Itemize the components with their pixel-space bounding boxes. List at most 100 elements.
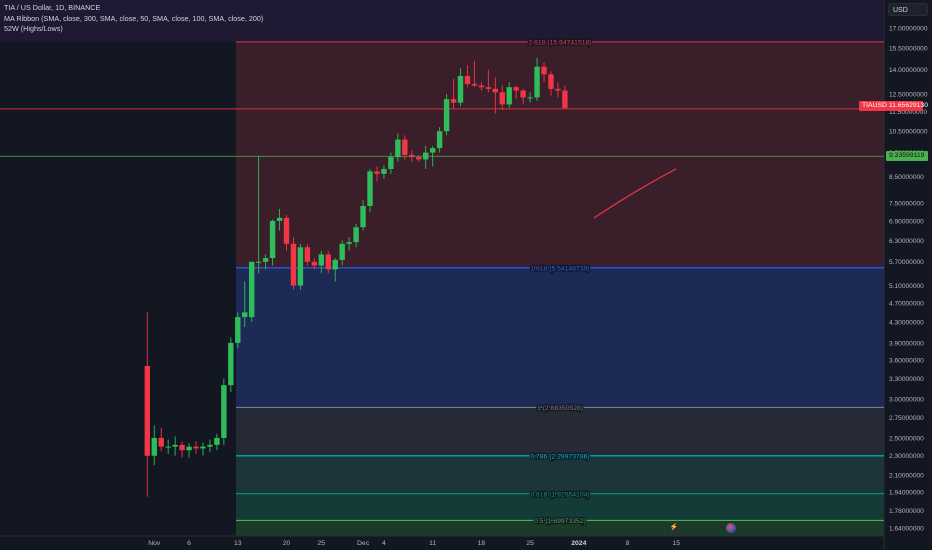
candle-body[interactable] [450,99,457,103]
fib-zone [236,267,884,408]
fib-zone [236,407,884,456]
candle-body[interactable] [381,168,387,174]
fib-level-label: 0.5 (1.69973352) [534,518,586,525]
time-tick-label: 6 [187,540,191,547]
candle-body[interactable] [367,171,373,206]
candle-body[interactable] [221,385,227,438]
candle-body[interactable] [353,227,359,243]
candle-body[interactable] [318,254,324,266]
lightning-icon[interactable]: ⚡ [669,523,679,533]
candle-body[interactable] [499,92,505,105]
price-tick-label: 3.90000000 [889,340,924,347]
price-tick-label: 7.50000000 [889,201,924,208]
candle-body[interactable] [429,148,436,153]
candle-body[interactable] [478,85,485,88]
candle-body[interactable] [332,259,338,270]
candle-body[interactable] [193,446,199,449]
candle-body[interactable] [402,139,408,155]
candle-body[interactable] [395,139,401,158]
candle-body[interactable] [555,88,561,91]
candle-body[interactable] [436,131,443,149]
candle-body[interactable] [457,75,464,103]
time-tick-label: 25 [526,540,534,547]
candle-body[interactable] [172,444,178,447]
candle-body[interactable] [311,261,318,266]
candle-body[interactable] [388,157,394,169]
candle-body[interactable] [513,87,519,91]
candle-body[interactable] [464,75,471,84]
price-tick-label: 2.50000000 [889,435,924,442]
fib-zone [236,41,884,268]
candle-body[interactable] [492,88,498,93]
price-tick-label: 3.30000000 [889,376,924,383]
candle-body[interactable] [520,90,526,98]
candle-body[interactable] [179,444,185,451]
candle-body[interactable] [541,66,547,75]
current-price-symbol: TIAUSD [862,102,887,109]
price-tick-label: 3.60000000 [889,357,924,364]
candle-body[interactable] [485,87,492,89]
candle-body[interactable] [255,261,262,263]
52w-legend[interactable]: 52W (Highs/Lows) [4,24,63,33]
candle-body[interactable] [423,152,429,160]
candle-body[interactable] [374,171,380,174]
candle-body[interactable] [283,217,290,244]
time-tick-label: Nov [148,540,161,547]
time-tick-label: 20 [283,540,291,547]
candle-body[interactable] [346,242,352,244]
time-tick-label: 25 [318,540,326,547]
candle-body[interactable] [471,83,478,86]
candle-body[interactable] [235,317,241,343]
candle-body[interactable] [186,446,192,451]
candle-body[interactable] [262,258,269,262]
price-tick-label: 8.50000000 [889,174,924,181]
price-tick-label: 10.50000000 [889,129,928,136]
price-tick-label: 15.50000000 [889,45,928,52]
time-tick-label: 4 [382,540,386,547]
candle-body[interactable] [527,97,533,99]
candle-body[interactable] [144,366,150,456]
time-tick-label: Dec [357,540,370,547]
candle-body[interactable] [242,312,248,318]
drawn-trend-line[interactable] [593,168,677,219]
candle-body[interactable] [290,243,297,286]
candle-body[interactable] [506,87,512,105]
candle-body[interactable] [360,205,366,228]
time-tick-label: 11 [429,540,436,547]
currency-button[interactable]: USD [888,3,928,16]
candle-body[interactable] [416,157,422,160]
symbol-title[interactable]: TIA / US Dollar, 1D, BINANCE [4,3,101,12]
candle-body[interactable] [207,444,213,447]
candle-body[interactable] [214,437,220,445]
price-tick-label: 11.50000000 [889,109,927,116]
time-tick-label: 8 [626,540,630,547]
candle-body[interactable] [200,446,206,449]
candle-body[interactable] [297,247,304,286]
price-tick-label: 5.70000000 [889,259,924,266]
candle-body[interactable] [562,90,568,109]
fib-level-label: 1 (2.88350528) [537,405,583,412]
current-price-tag: TIAUSD 11.65629130 [859,101,928,111]
candle-body[interactable] [534,66,540,98]
candle-body[interactable] [269,220,276,259]
candle-body[interactable] [165,446,171,448]
fib-zone [236,493,884,521]
candle-body[interactable] [304,247,311,262]
candle-body[interactable] [325,254,331,270]
ma-ribbon-legend[interactable]: MA Ribbon (SMA, close, 300, SMA, close, … [4,13,264,23]
candle-body[interactable] [158,437,164,447]
candle-body[interactable] [548,74,554,89]
candle-body[interactable] [409,154,415,158]
candle-body[interactable] [339,243,345,260]
time-tick-label: 13 [234,540,242,547]
fib-level-label: 2.618 (15.94741518) [528,39,591,46]
price-axis-background [884,0,932,550]
candle-body[interactable] [151,437,157,456]
flag-icon[interactable] [726,523,736,533]
candle-body[interactable] [249,261,255,318]
candle-body[interactable] [276,217,283,221]
candle-body[interactable] [228,342,234,386]
candle-body[interactable] [443,99,450,132]
time-tick-label: 2024 [571,540,586,547]
